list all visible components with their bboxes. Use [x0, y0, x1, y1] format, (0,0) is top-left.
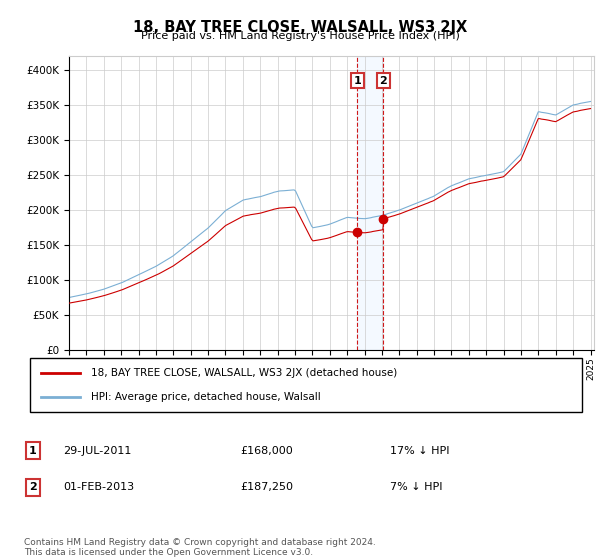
- Bar: [357, 56, 383, 350]
- Text: HPI: Average price, detached house, Walsall: HPI: Average price, detached house, Wals…: [91, 391, 320, 402]
- Text: Price paid vs. HM Land Registry's House Price Index (HPI): Price paid vs. HM Land Registry's House …: [140, 31, 460, 41]
- Text: 18, BAY TREE CLOSE, WALSALL, WS3 2JX (detached house): 18, BAY TREE CLOSE, WALSALL, WS3 2JX (de…: [91, 368, 397, 379]
- Text: 29-JUL-2011: 29-JUL-2011: [63, 446, 131, 456]
- Text: Contains HM Land Registry data © Crown copyright and database right 2024.
This d: Contains HM Land Registry data © Crown c…: [24, 538, 376, 557]
- Text: 1: 1: [353, 76, 361, 86]
- Text: 2: 2: [380, 76, 388, 86]
- Text: 17% ↓ HPI: 17% ↓ HPI: [390, 446, 449, 456]
- FancyBboxPatch shape: [30, 358, 582, 412]
- Text: £168,000: £168,000: [240, 446, 293, 456]
- Text: 7% ↓ HPI: 7% ↓ HPI: [390, 482, 443, 492]
- Text: 2: 2: [29, 482, 37, 492]
- Text: 01-FEB-2013: 01-FEB-2013: [63, 482, 134, 492]
- Text: 1: 1: [29, 446, 37, 456]
- Text: 18, BAY TREE CLOSE, WALSALL, WS3 2JX: 18, BAY TREE CLOSE, WALSALL, WS3 2JX: [133, 20, 467, 35]
- Text: £187,250: £187,250: [240, 482, 293, 492]
